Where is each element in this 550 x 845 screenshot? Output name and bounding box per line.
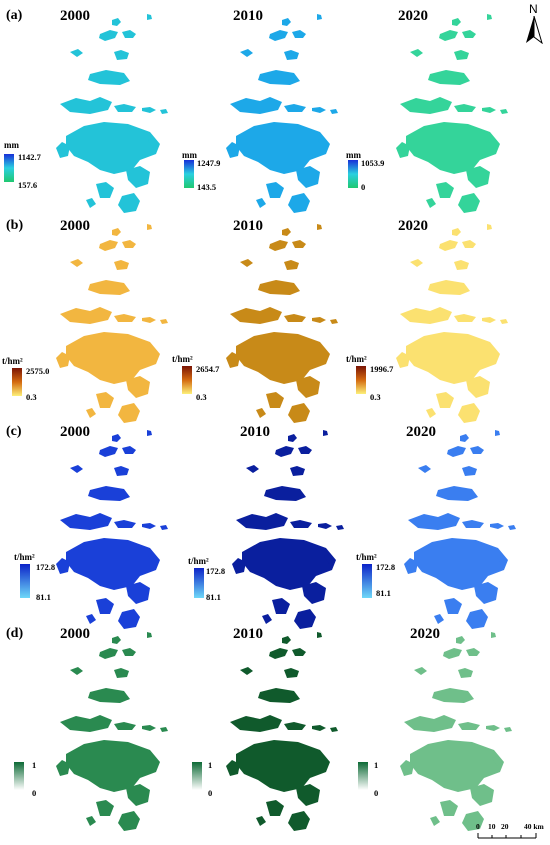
- legend-b-3: t/hm² 1996.7 0.3: [346, 354, 406, 402]
- year-c-2: 2010: [240, 424, 270, 440]
- scale-tick-10: 10: [488, 822, 496, 831]
- panel-label-a: (a): [6, 8, 23, 23]
- legend-a-3-min: 0: [361, 182, 366, 192]
- legend-a-1-unit: mm: [4, 140, 19, 150]
- legend-c-2-max: 172.8: [206, 566, 226, 576]
- legend-b-2-max: 2654.7: [196, 364, 220, 374]
- legend-c-1-max: 172.8: [36, 562, 56, 572]
- legend-b-1-min: 0.3: [26, 392, 37, 402]
- legend-a-2: mm 1247.9 143.5: [170, 150, 230, 192]
- colorbar-b-3: [356, 366, 366, 394]
- map-a-3: [396, 14, 508, 213]
- year-c-3: 2020: [406, 424, 436, 440]
- legend-c-2-min: 81.1: [206, 592, 221, 602]
- legend-b-2-unit: t/hm²: [172, 354, 193, 364]
- legend-c-2-unit: t/hm²: [188, 556, 209, 566]
- legend-b-3-min: 0.3: [370, 392, 381, 402]
- legend-b-1: t/hm² 2575.0 0.3: [2, 356, 62, 402]
- year-a-1: 2000: [60, 8, 90, 24]
- north-arrow-icon: [526, 16, 543, 44]
- legend-d-2: 1 0: [192, 760, 232, 798]
- map-c-3: [404, 430, 516, 629]
- colorbar-c-2: [194, 568, 204, 598]
- legend-b-2-min: 0.3: [196, 392, 207, 402]
- legend-b-1-max: 2575.0: [26, 366, 50, 376]
- legend-d-2-max: 1: [208, 760, 213, 770]
- legend-d-1-min: 0: [32, 788, 37, 798]
- legend-c-3: t/hm² 172.8 81.1: [356, 552, 416, 604]
- year-b-1: 2000: [60, 218, 90, 234]
- map-d-3: [400, 632, 512, 831]
- legend-a-2-min: 143.5: [197, 182, 217, 192]
- scale-tick-40: 40 km: [524, 822, 544, 831]
- colorbar-b-2: [182, 366, 192, 394]
- legend-c-1-unit: t/hm²: [14, 552, 35, 562]
- colorbar-d-3: [358, 762, 368, 790]
- legend-c-3-max: 172.8: [376, 562, 396, 572]
- panel-label-b: (b): [6, 218, 24, 233]
- map-d-2: [226, 632, 338, 831]
- map-d-1: [56, 632, 168, 831]
- year-b-2: 2010: [233, 218, 263, 234]
- map-a-1: [56, 14, 168, 213]
- scale-tick-0: 0: [476, 822, 480, 831]
- legend-d-3-min: 0: [374, 788, 379, 798]
- colorbar-c-3: [362, 564, 372, 598]
- colorbar-c-1: [20, 564, 30, 598]
- year-c-1: 2000: [60, 424, 90, 440]
- legend-a-3: mm 1053.9 0: [346, 150, 406, 192]
- legend-d-3: 1 0: [358, 760, 398, 798]
- north-arrow: N: [522, 2, 546, 44]
- legend-c-2: t/hm² 172.8 81.1: [188, 556, 248, 604]
- legend-c-1: t/hm² 172.8 81.1: [14, 552, 74, 604]
- year-a-2: 2010: [233, 8, 263, 24]
- legend-b-1-unit: t/hm²: [2, 356, 23, 366]
- legend-b-2: t/hm² 2654.7 0.3: [172, 354, 232, 402]
- year-d-3: 2020: [410, 626, 440, 642]
- colorbar-b-1: [12, 368, 22, 396]
- map-b-2: [226, 224, 338, 423]
- colorbar-a-1: [4, 154, 14, 182]
- legend-a-2-max: 1247.9: [197, 158, 221, 168]
- legend-c-1-min: 81.1: [36, 592, 51, 602]
- colorbar-d-1: [14, 762, 24, 790]
- year-a-3: 2020: [398, 8, 428, 24]
- scale-bar-line: [477, 833, 537, 839]
- legend-a-3-max: 1053.9: [361, 158, 385, 168]
- legend-d-3-max: 1: [374, 760, 379, 770]
- panel-label-c: (c): [6, 424, 22, 439]
- map-b-1: [56, 224, 168, 423]
- scale-tick-20: 20: [501, 822, 509, 831]
- legend-a-2-unit: mm: [182, 150, 197, 160]
- legend-d-2-min: 0: [208, 788, 213, 798]
- legend-c-3-unit: t/hm²: [356, 552, 377, 562]
- legend-a-1-min: 157.6: [18, 180, 38, 190]
- scale-bar: 0 10 20 40 km: [474, 822, 548, 844]
- legend-a-1: 1142.7 157.6: [2, 152, 62, 192]
- legend-d-1-max: 1: [32, 760, 37, 770]
- panel-label-d: (d): [6, 626, 24, 641]
- year-d-1: 2000: [60, 626, 90, 642]
- legend-b-3-unit: t/hm²: [346, 354, 367, 364]
- legend-d-1: 1 0: [14, 760, 54, 798]
- map-b-3: [396, 224, 508, 423]
- year-b-3: 2020: [398, 218, 428, 234]
- legend-a-3-unit: mm: [346, 150, 361, 160]
- year-d-2: 2010: [233, 626, 263, 642]
- legend-b-3-max: 1996.7: [370, 364, 394, 374]
- north-label: N: [529, 2, 538, 16]
- colorbar-a-3: [348, 160, 358, 188]
- colorbar-a-2: [184, 160, 194, 188]
- map-a-2: [226, 14, 338, 213]
- legend-c-3-min: 81.1: [376, 588, 391, 598]
- colorbar-d-2: [192, 762, 202, 790]
- legend-a-1-max: 1142.7: [18, 152, 41, 162]
